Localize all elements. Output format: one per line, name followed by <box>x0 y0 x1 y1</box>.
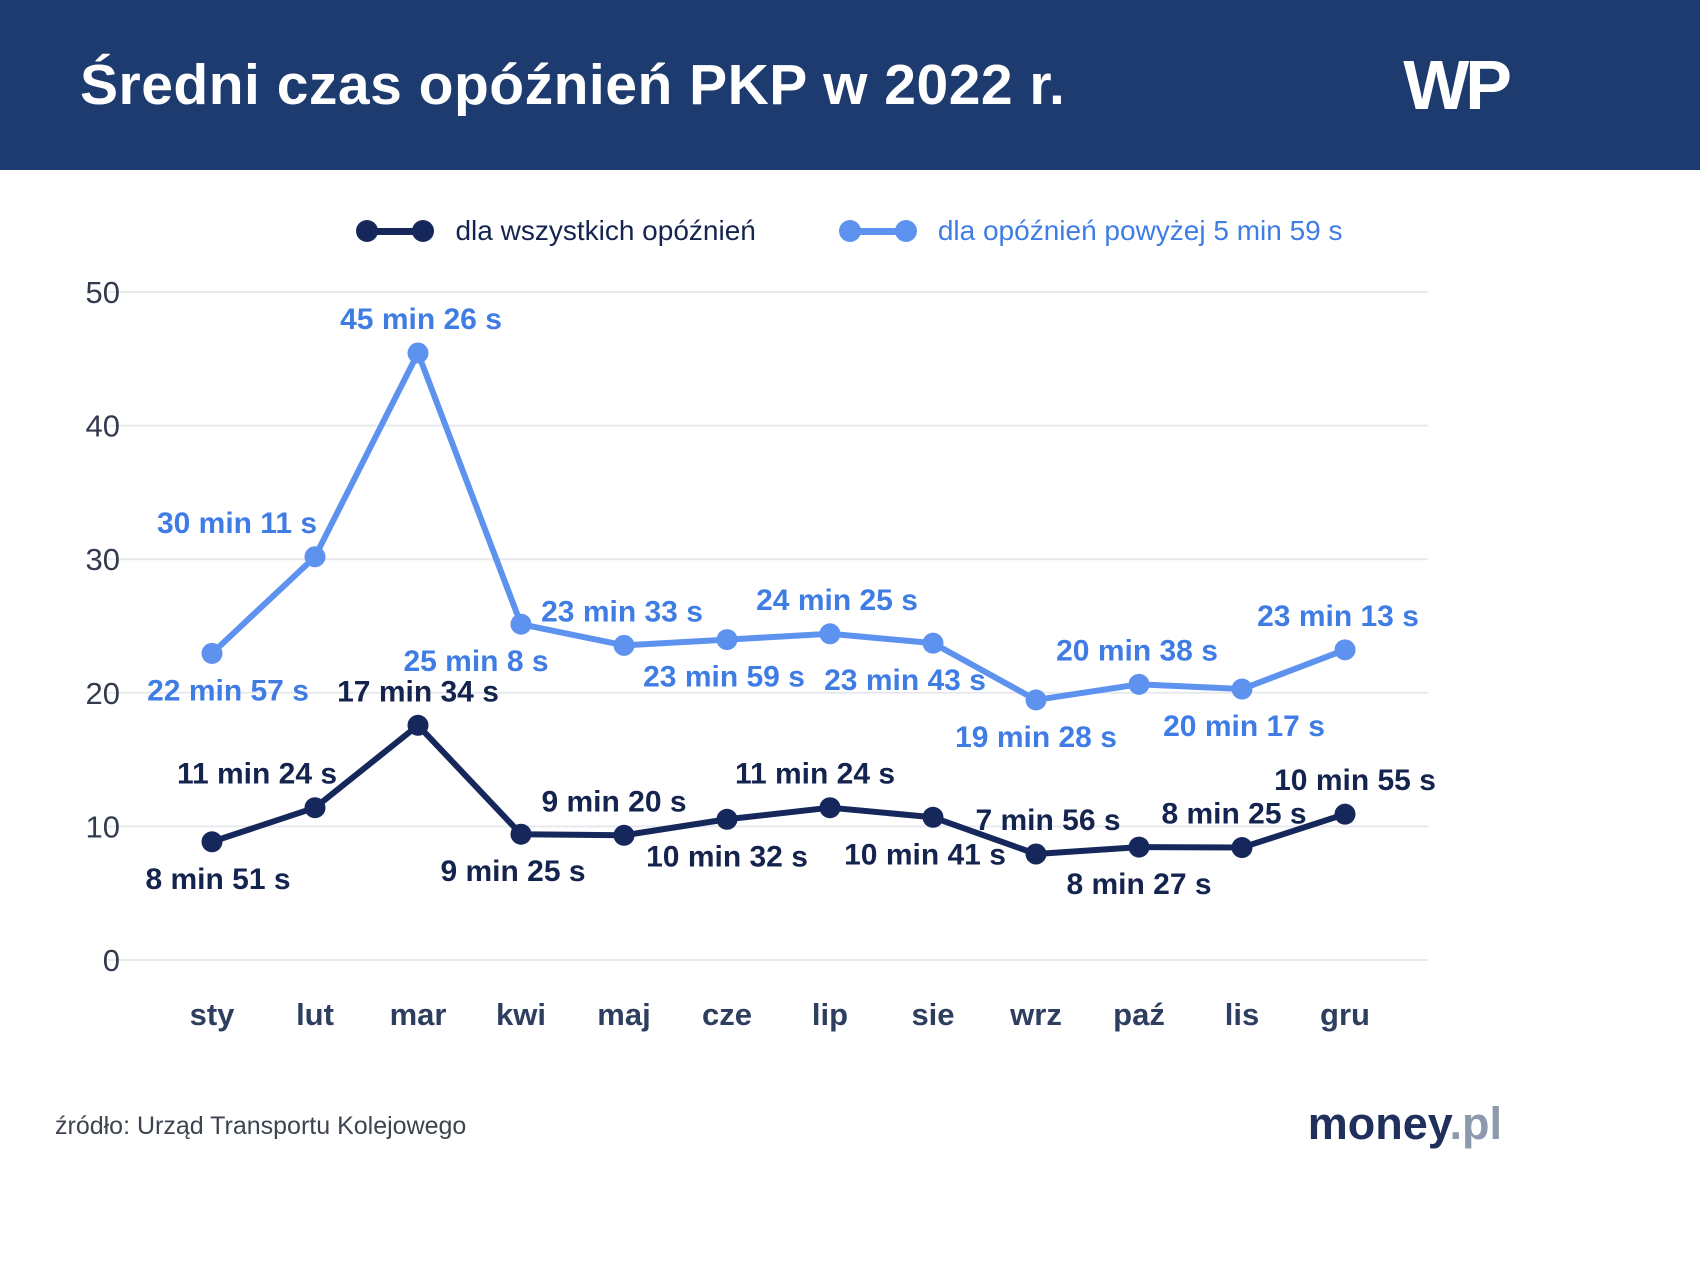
moneypl-logo: money.pl <box>1308 1098 1502 1150</box>
data-point <box>1334 639 1356 661</box>
x-axis-month-labels: sty lut mar kwi maj cze lip sie wrz paź lis gru <box>190 997 1370 1032</box>
legend-item-all-delays: dla wszystkich opóźnień <box>357 215 756 247</box>
chart-legend: dla wszystkich opóźnień dla opóźnień pow… <box>0 215 1700 247</box>
month-label: cze <box>702 997 752 1032</box>
data-point <box>716 629 738 651</box>
data-point <box>201 831 223 853</box>
month-label: sie <box>911 997 954 1032</box>
series-line <box>209 722 1348 858</box>
data-point <box>407 342 429 364</box>
data-point <box>1025 843 1047 865</box>
data-point <box>1334 803 1356 825</box>
data-point-label: 23 min 59 s <box>643 661 805 694</box>
data-point <box>1231 678 1253 700</box>
legend-label: dla opóźnień powyżej 5 min 59 s <box>937 215 1343 246</box>
month-label: paź <box>1113 997 1165 1032</box>
month-label: gru <box>1320 997 1370 1032</box>
data-point-label: 22 min 57 s <box>147 674 309 707</box>
data-point-label: 20 min 17 s <box>1163 710 1325 743</box>
legend-marker-dark-icon <box>367 227 424 235</box>
data-point <box>407 714 429 736</box>
month-label: lut <box>296 997 334 1032</box>
data-point-label: 24 min 25 s <box>756 584 918 617</box>
month-label: lip <box>812 997 848 1032</box>
data-point <box>510 823 532 845</box>
data-point <box>1025 689 1047 711</box>
data-point <box>304 797 326 819</box>
data-point-label: 8 min 25 s <box>1161 798 1306 831</box>
data-point-label: 9 min 20 s <box>541 785 686 818</box>
data-point <box>1128 673 1150 695</box>
source-note: źródło: Urząd Transportu Kolejowego <box>55 1112 467 1140</box>
data-point-label: 17 min 34 s <box>337 675 499 708</box>
data-point-label: 23 min 33 s <box>541 595 703 628</box>
wp-logo: WP <box>1403 46 1512 124</box>
data-point <box>1231 837 1253 859</box>
y-tick-label: 30 <box>86 542 120 577</box>
month-label: lis <box>1225 997 1259 1032</box>
data-point <box>1128 836 1150 858</box>
legend-label: dla wszystkich opóźnień <box>455 215 756 246</box>
moneypl-logo-main: money <box>1307 1098 1450 1149</box>
y-tick-label: 20 <box>86 676 120 711</box>
data-point-label: 9 min 25 s <box>440 855 585 888</box>
data-point-label: 10 min 55 s <box>1274 764 1436 797</box>
data-point <box>819 797 841 819</box>
gridlines-and-y-axis: 0 10 20 30 40 50 <box>86 275 1428 978</box>
legend-marker-blue-icon <box>849 227 906 235</box>
series-line <box>209 350 1348 703</box>
month-label: kwi <box>496 997 546 1032</box>
data-point-label: 10 min 32 s <box>646 840 808 873</box>
data-point-label: 25 min 8 s <box>403 645 548 678</box>
data-point-label: 19 min 28 s <box>955 721 1117 754</box>
series-delays-over-6min: 22 min 57 s 30 min 11 s 45 min 26 s 25 min … <box>147 303 1419 754</box>
data-point <box>922 632 944 654</box>
data-point <box>201 642 223 664</box>
data-point <box>613 824 635 846</box>
data-point-label: 11 min 24 s <box>735 758 895 791</box>
data-point <box>922 806 944 828</box>
page-title: Średni czas opóźnień PKP w 2022 r. <box>80 53 1066 117</box>
data-point-label: 8 min 27 s <box>1066 868 1211 901</box>
y-tick-label: 10 <box>86 809 120 844</box>
data-point-label: 30 min 11 s <box>157 507 317 540</box>
data-point-label: 10 min 41 s <box>844 838 1006 871</box>
legend-item-delays-over-6min: dla opóźnień powyżej 5 min 59 s <box>840 215 1343 247</box>
data-point <box>510 613 532 635</box>
data-point-label: 23 min 13 s <box>1257 600 1419 633</box>
series-all-delays: 8 min 51 s 11 min 24 s 17 min 34 s 9 min 25… <box>145 675 1435 901</box>
month-label: wrz <box>1009 997 1062 1032</box>
data-point <box>716 808 738 830</box>
data-point-label: 23 min 43 s <box>824 664 986 697</box>
data-point-label: 45 min 26 s <box>340 303 502 336</box>
data-point-label: 20 min 38 s <box>1056 634 1218 667</box>
month-label: sty <box>190 997 236 1032</box>
month-label: mar <box>390 997 447 1032</box>
data-point <box>304 546 326 568</box>
data-point <box>613 634 635 656</box>
y-tick-label: 50 <box>86 275 120 310</box>
month-label: maj <box>597 997 650 1032</box>
y-tick-label: 0 <box>103 943 120 978</box>
data-point-label: 11 min 24 s <box>177 758 337 791</box>
y-tick-label: 40 <box>86 409 120 444</box>
data-point-label: 8 min 51 s <box>145 863 290 896</box>
data-point <box>819 623 841 645</box>
data-point-label: 7 min 56 s <box>975 804 1120 837</box>
header-bar: Średni czas opóźnień PKP w 2022 r. WP <box>0 0 1700 170</box>
moneypl-logo-suffix: .pl <box>1449 1098 1503 1149</box>
